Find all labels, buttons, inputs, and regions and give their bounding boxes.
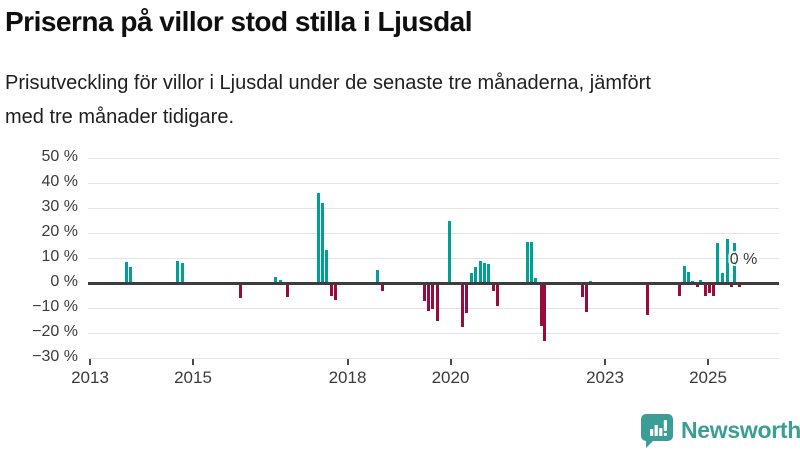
subtitle-line: Prisutveckling för villor i Ljusdal unde…: [5, 72, 651, 94]
latest-value-annotation: 0 %: [729, 251, 758, 269]
x-axis-tick-label: 2013: [71, 368, 109, 388]
bar-chart-area: 0 % 50 % 40 % 30 % 20 % 10 % 0 % −10 % −20 % −30…: [32, 148, 779, 388]
bar: [464, 283, 468, 314]
bar: [334, 283, 338, 300]
x-axis-tick-label: 2020: [431, 368, 470, 388]
y-gridline: [88, 357, 779, 359]
bar: [703, 283, 707, 296]
bar: [487, 264, 491, 284]
bar: [729, 283, 733, 288]
newsworthy-bar-chart-bubble-icon: [641, 414, 673, 448]
y-axis-tick-label: −10 %: [32, 298, 78, 316]
bar: [682, 266, 686, 284]
bar: [129, 266, 133, 284]
x-axis-tick: [192, 359, 194, 366]
bar: [492, 283, 496, 292]
chart-subtitle: Prisutveckling för villor i Ljusdal unde…: [5, 66, 795, 134]
bar: [431, 283, 435, 310]
bar: [124, 262, 128, 284]
y-axis-tick-label: 30 %: [41, 198, 78, 216]
y-axis-tick-label: 0 %: [50, 273, 78, 291]
x-axis-tick-label: 2025: [689, 368, 727, 388]
bar: [534, 278, 538, 284]
bar: [176, 260, 180, 284]
bar: [712, 283, 716, 296]
y-gridline: [88, 182, 779, 184]
x-axis-tick: [604, 359, 606, 366]
x-axis-tick: [346, 359, 349, 366]
bar: [180, 262, 184, 284]
y-axis-tick-label: −30 %: [32, 348, 78, 366]
y-gridline: [88, 207, 779, 209]
bar: [716, 242, 720, 284]
bar: [585, 283, 589, 313]
bar: [460, 283, 464, 327]
bar: [478, 261, 482, 284]
bar: [317, 193, 321, 284]
bar: [426, 283, 430, 311]
bar: [732, 243, 736, 284]
bar: [278, 279, 282, 284]
bar: [720, 273, 724, 284]
bar: [482, 262, 486, 284]
y-gridline: [88, 157, 779, 159]
bar: [330, 283, 334, 296]
bar: [239, 283, 243, 299]
bar: [474, 267, 478, 284]
bar: [525, 241, 529, 284]
bar: [645, 283, 649, 316]
bar: [737, 283, 741, 288]
bar: [543, 283, 547, 342]
y-axis-tick-label: 10 %: [41, 248, 78, 266]
bar: [381, 283, 385, 292]
x-axis-tick: [449, 359, 452, 366]
x-axis-tick-label: 2018: [328, 368, 367, 388]
bar: [375, 270, 379, 284]
bar: [285, 283, 289, 297]
bar: [708, 283, 712, 293]
subtitle-line: med tre månader tidigare.: [5, 106, 235, 128]
bar: [530, 241, 534, 284]
x-axis-tick-label: 2015: [174, 368, 212, 388]
zero-baseline: [88, 281, 779, 285]
bar: [580, 283, 584, 298]
y-axis-tick-label: 40 %: [41, 173, 78, 191]
y-axis-tick-label: −20 %: [32, 323, 78, 341]
bar: [321, 203, 325, 284]
y-gridline: [88, 332, 779, 334]
bar: [422, 283, 426, 302]
bar: [496, 283, 500, 306]
bar: [539, 283, 543, 326]
bar: [695, 283, 699, 288]
bar: [448, 221, 452, 284]
bar: [435, 283, 439, 321]
bar: [686, 272, 690, 284]
bar: [470, 273, 474, 284]
y-gridline: [88, 232, 779, 234]
y-axis-tick-label: 20 %: [41, 223, 78, 241]
page-title: Priserna på villor stod stilla i Ljusdal: [5, 6, 473, 37]
y-gridline: [88, 257, 779, 259]
bar: [325, 250, 329, 284]
x-axis-tick: [89, 359, 91, 366]
y-axis-tick-label: 50 %: [41, 148, 78, 166]
newsworthy-logo: Newsworthy: [641, 412, 800, 449]
x-axis-tick-label: 2023: [586, 368, 624, 388]
x-axis-tick: [707, 359, 709, 366]
bar: [678, 283, 682, 296]
bar: [725, 239, 729, 284]
bar: [274, 277, 278, 284]
newsworthy-wordmark: Newsworthy: [681, 417, 800, 443]
